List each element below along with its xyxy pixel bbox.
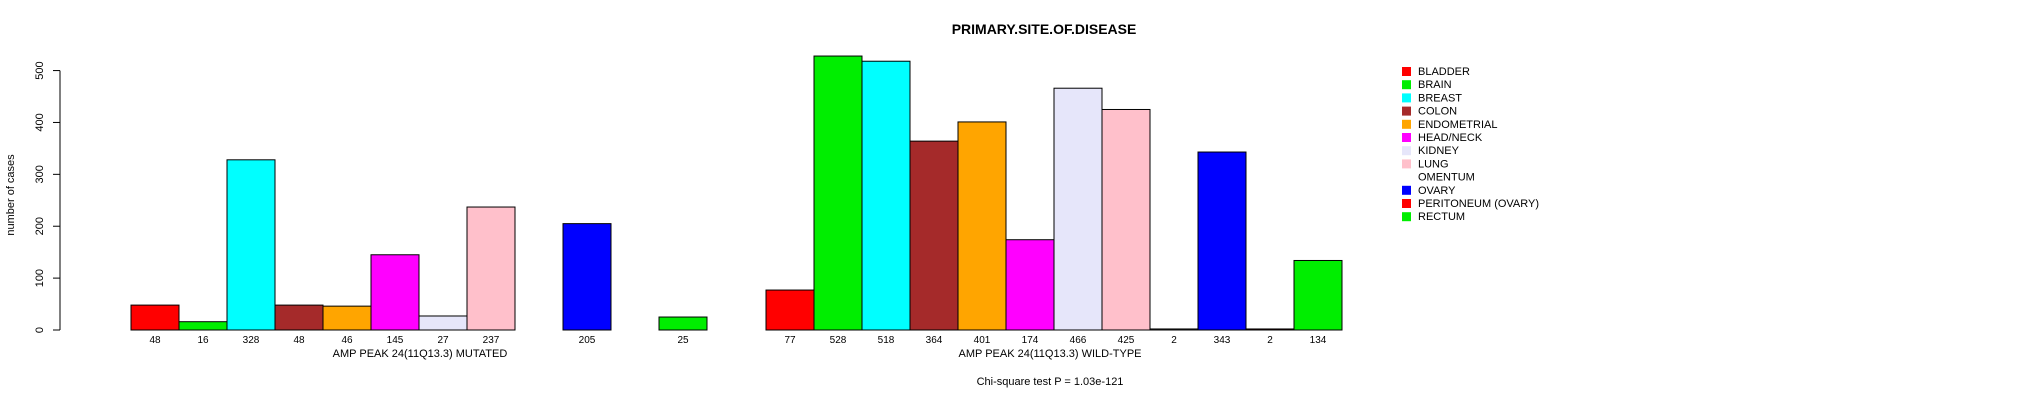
bar-colon xyxy=(909,140,959,331)
bar-bladder xyxy=(130,304,180,331)
bar-value-label: 401 xyxy=(974,335,991,346)
bar-value-label: 2 xyxy=(1171,335,1177,346)
bar-rectum xyxy=(658,316,708,331)
legend-label-head-neck: HEAD/NECK xyxy=(1418,132,1483,144)
bar-value-label: 46 xyxy=(341,335,353,346)
bar-value-label: 48 xyxy=(149,335,161,346)
y-tick-label: 0 xyxy=(34,327,46,333)
bar-lung xyxy=(1101,108,1151,331)
legend-label-omentum: OMENTUM xyxy=(1418,172,1475,184)
bar-value-label: 16 xyxy=(197,335,209,346)
bar-rectum xyxy=(1293,259,1343,331)
y-tick-label: 400 xyxy=(34,113,46,131)
bar-brain xyxy=(178,321,228,331)
y-tick-label: 300 xyxy=(34,165,46,183)
legend-swatch-bladder xyxy=(1402,67,1411,76)
bar-omentum xyxy=(1149,328,1199,331)
y-tick-label: 100 xyxy=(34,269,46,287)
bar-head-neck xyxy=(370,254,420,331)
bar-value-label: 364 xyxy=(926,335,943,346)
legend-swatch-kidney xyxy=(1402,146,1411,156)
legend-label-brain: BRAIN xyxy=(1418,79,1452,91)
bar-value-label: 343 xyxy=(1214,335,1231,346)
bar-value-label: 425 xyxy=(1118,335,1135,346)
group-labels: AMP PEAK 24(11Q13.3) MUTATED AMP PEAK 24… xyxy=(333,348,1142,360)
legend-label-colon: COLON xyxy=(1418,106,1457,118)
group-label-wild-type: AMP PEAK 24(11Q13.3) WILD-TYPE xyxy=(959,348,1142,360)
bar-group-wild-type: 77 528 518 364 401 174 466 425 2 343 2 134 xyxy=(765,55,1343,346)
legend-swatch-colon xyxy=(1402,106,1411,116)
bar-value-label: 2 xyxy=(1267,335,1273,346)
bar-head-neck xyxy=(1005,239,1055,331)
legend-swatch-omentum xyxy=(1402,172,1411,182)
y-tick-label: 200 xyxy=(34,217,46,235)
bar-group-mutated: 48 16 328 48 46 145 27 237 205 25 xyxy=(130,159,708,346)
bar-value-label: 25 xyxy=(677,335,689,346)
legend-label-ovary: OVARY xyxy=(1418,185,1456,197)
chart-title: PRIMARY.SITE.OF.DISEASE xyxy=(952,21,1137,37)
legend-swatch-peritoneum-ovary xyxy=(1402,199,1411,208)
bar-value-label: 518 xyxy=(878,335,895,346)
bar-lung xyxy=(466,206,516,331)
bar-colon xyxy=(274,304,324,331)
bar-bladder xyxy=(765,289,815,331)
bar-endometrial xyxy=(322,305,372,331)
bar-breast xyxy=(861,60,911,331)
bar-value-label: 77 xyxy=(784,335,796,346)
legend-swatch-ovary xyxy=(1402,185,1411,195)
legend-label-rectum: RECTUM xyxy=(1418,211,1465,223)
bar-kidney xyxy=(1053,87,1103,331)
chi-square-footnote: Chi-square test P = 1.03e-121 xyxy=(977,376,1124,388)
bar-endometrial xyxy=(957,121,1007,331)
bars-area: 48 16 328 48 46 145 27 237 205 25 77 528 518 364 401 17… xyxy=(130,55,1343,346)
bar-value-label: 174 xyxy=(1022,335,1039,346)
bar-brain xyxy=(813,55,863,331)
legend-swatch-breast xyxy=(1402,93,1411,103)
bar-value-label: 528 xyxy=(830,335,847,346)
bar-peritoneum-ovary xyxy=(1245,328,1295,331)
y-tick-label: 500 xyxy=(34,61,46,79)
legend-label-endometrial: ENDOMETRIAL xyxy=(1418,119,1497,131)
legend-swatch-brain xyxy=(1402,80,1411,90)
legend-label-kidney: KIDNEY xyxy=(1418,145,1460,157)
bar-breast xyxy=(226,159,276,331)
legend-label-peritoneum-ovary: PERITONEUM (OVARY) xyxy=(1418,198,1539,210)
y-axis-label: number of cases xyxy=(5,154,17,236)
bar-value-label: 145 xyxy=(387,335,404,346)
bar-kidney xyxy=(418,315,468,331)
legend-swatch-head-neck xyxy=(1402,133,1411,142)
bar-value-label: 27 xyxy=(437,335,449,346)
legend-swatch-endometrial xyxy=(1402,119,1411,129)
bar-value-label: 466 xyxy=(1070,335,1087,346)
y-axis: 0 100 200 300 400 500 xyxy=(34,61,61,333)
bar-ovary xyxy=(562,223,612,331)
bar-value-label: 328 xyxy=(243,335,260,346)
bar-value-label: 205 xyxy=(579,335,596,346)
legend-label-breast: BREAST xyxy=(1418,92,1462,104)
legend-swatch-lung xyxy=(1402,159,1411,169)
bar-value-label: 48 xyxy=(293,335,305,346)
group-label-mutated: AMP PEAK 24(11Q13.3) MUTATED xyxy=(333,348,508,360)
legend-swatch-rectum xyxy=(1402,212,1411,222)
legend-label-bladder: BLADDER xyxy=(1418,66,1470,78)
legend-label-lung: LUNG xyxy=(1418,158,1449,170)
bar-ovary xyxy=(1197,151,1247,331)
bar-value-label: 237 xyxy=(483,335,500,346)
bar-value-label: 134 xyxy=(1310,335,1327,346)
